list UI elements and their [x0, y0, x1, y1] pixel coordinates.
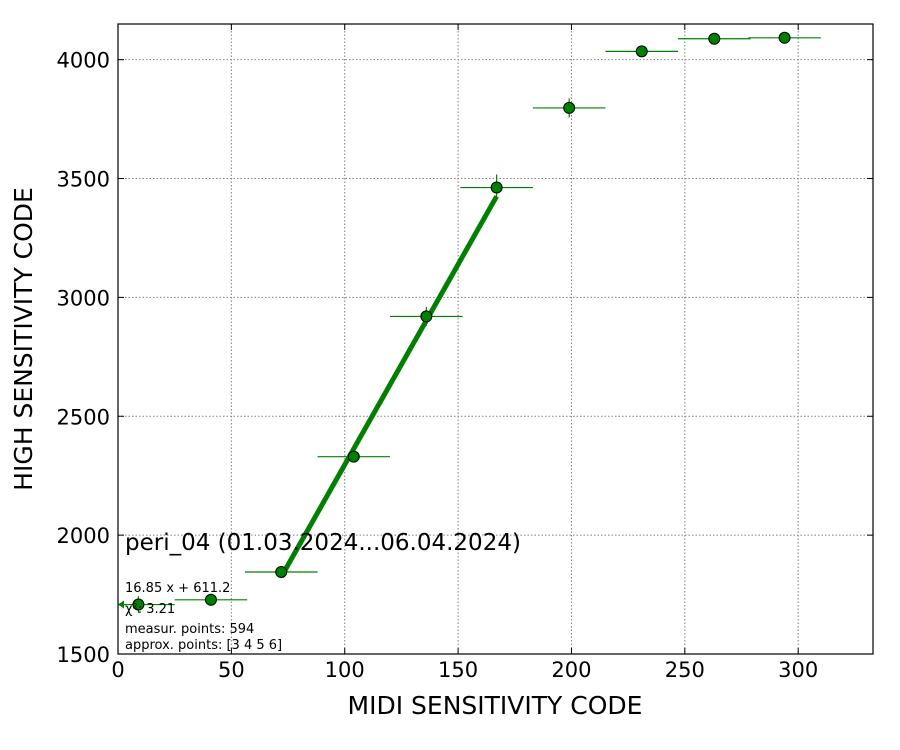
- data-point: [563, 101, 576, 114]
- y-tick-label: 3000: [57, 286, 110, 310]
- x-tick-label: 0: [111, 658, 124, 682]
- y-tick-labels: 1500 2000 2500 3000 3500 4000: [57, 49, 110, 667]
- data-point: [204, 593, 217, 606]
- data-point: [275, 565, 288, 578]
- data-point: [635, 45, 648, 58]
- x-tick-label: 250: [665, 658, 705, 682]
- x-tick-label: 150: [438, 658, 478, 682]
- x-tick-label: 100: [325, 658, 365, 682]
- y-tick-label: 1500: [57, 643, 110, 667]
- data-point: [132, 598, 145, 611]
- data-point: [347, 450, 360, 463]
- x-tick-label: 300: [778, 658, 818, 682]
- x-axis-title: MIDI SENSITIVITY CODE: [348, 691, 643, 720]
- plot-area: [118, 24, 873, 654]
- x-tick-label: 50: [218, 658, 245, 682]
- grid: [118, 24, 873, 654]
- fit-line: [279, 195, 499, 579]
- data-point: [490, 181, 503, 194]
- y-tick-label: 2500: [57, 405, 110, 429]
- data-point: [778, 31, 791, 44]
- axis-ticks: [117, 24, 873, 655]
- x-tick-label: 200: [551, 658, 591, 682]
- y-tick-label: 3500: [57, 168, 110, 192]
- y-tick-label: 2000: [57, 524, 110, 548]
- plot-frame: [117, 23, 874, 655]
- clipped-error-arrow: [118, 600, 124, 609]
- annotation-measured-points: measur. points: 594: [125, 622, 254, 637]
- annotation-title: peri_04 (01.03.2024...06.04.2024): [125, 530, 521, 556]
- annotation-approx-points: approx. points: [3 4 5 6]: [125, 638, 282, 653]
- data-markers: [132, 31, 791, 611]
- x-tick-labels: 0 50 100 150 200 250 300: [111, 658, 818, 682]
- annotation-chi2: χ²: 3.21: [125, 602, 175, 617]
- y-tick-label: 4000: [57, 49, 110, 73]
- annotation-fit-formula: 16.85 x + 611.2: [125, 581, 230, 596]
- data-point: [708, 32, 721, 45]
- y-axis-title: HIGH SENSITIVITY CODE: [9, 187, 38, 491]
- data-point: [420, 310, 433, 323]
